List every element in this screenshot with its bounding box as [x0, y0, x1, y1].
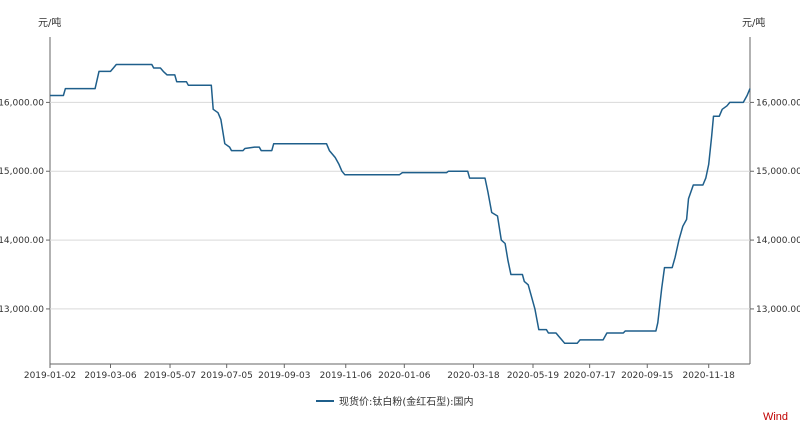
grid-lines [50, 101, 750, 310]
x-tick-label: 2019-01-02 [24, 371, 76, 381]
left-y-tick-label: 15,000.00 [0, 167, 44, 177]
left-y-tick-label: 14,000.00 [0, 236, 44, 246]
x-tick-label: 2019-05-07 [144, 371, 196, 381]
legend-series-label: 现货价:钛白粉(金红石型):国内 [339, 397, 474, 408]
x-tick-label: 2020-07-17 [563, 371, 615, 381]
x-tick-label: 2019-11-06 [320, 371, 373, 381]
legend: 现货价:钛白粉(金红石型):国内 [316, 393, 474, 408]
right-y-tick-label: 13,000.00 [756, 305, 800, 315]
x-tick-label: 2020-03-18 [447, 371, 500, 381]
x-tick-label: 2019-07-05 [201, 371, 253, 381]
right-y-unit-label: 元/吨 [742, 16, 765, 29]
right-y-tick-label: 16,000.00 [756, 98, 800, 108]
left-y-tick-label: 13,000.00 [0, 305, 44, 315]
right-y-tick-label: 14,000.00 [756, 236, 800, 246]
left-y-tick-label: 16,000.00 [0, 98, 44, 108]
wind-watermark: Wind [762, 411, 788, 423]
x-tick-label: 2020-01-06 [378, 371, 431, 381]
x-tick-label: 2019-03-06 [84, 371, 137, 381]
x-tick-label: 2020-11-18 [683, 371, 736, 381]
x-tick-label: 2020-09-15 [621, 371, 673, 381]
x-tick-label: 2019-09-03 [258, 371, 310, 381]
left-y-unit-label: 元/吨 [38, 16, 61, 29]
legend-line-swatch [316, 399, 334, 402]
axis-ticks: 13,000.00 13,000.00 14,000.00 14,000.00 15,0… [0, 98, 800, 381]
series-layer [50, 63, 751, 345]
right-y-tick-label: 15,000.00 [756, 167, 800, 177]
x-tick-label: 2020-05-19 [507, 371, 560, 381]
series-line [50, 63, 751, 345]
